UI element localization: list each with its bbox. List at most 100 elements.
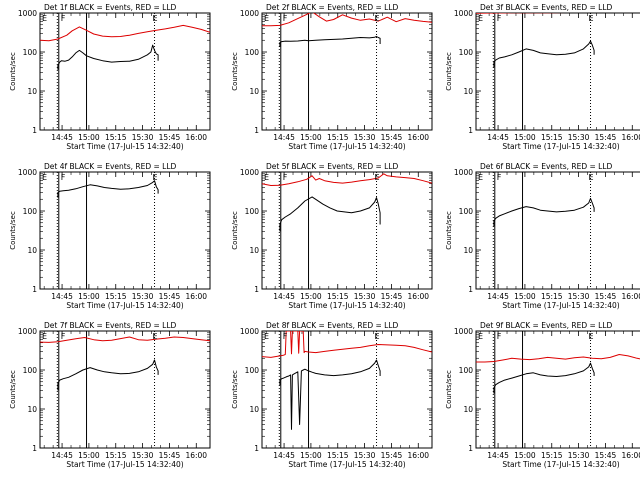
x-tick-label: 15:15	[105, 292, 127, 301]
panel-title: Det 8f BLACK = Events, RED = LLD	[266, 321, 399, 330]
x-tick-label: 15:45	[595, 292, 617, 301]
plot-frame	[39, 12, 211, 131]
y-tick-label: 100	[245, 207, 260, 216]
x-tick-label: 15:15	[541, 292, 563, 301]
x-tick-label: 15:00	[78, 133, 100, 142]
lld-series-line	[262, 331, 432, 358]
events-series-line	[279, 36, 381, 47]
y-tick-label: 1	[468, 285, 473, 294]
x-tick-label: 15:45	[595, 451, 617, 460]
detector-panel-7: Det 7f BLACK = Events, RED = LLD 1 10 100 10…	[9, 321, 211, 469]
x-tick-label: 14:45	[273, 292, 295, 301]
events-series-line	[493, 40, 595, 68]
x-tick-label: 15:00	[300, 451, 322, 460]
x-tick-label: 15:45	[381, 451, 403, 460]
detector-panel-1: Det 1f BLACK = Events, RED = LLD 1 10 100 10…	[9, 3, 211, 151]
y-tick-label: 1000	[18, 168, 37, 177]
y-tick-label: 1000	[240, 9, 259, 18]
y-tick-label: 10	[249, 405, 259, 414]
x-tick-label: 16:00	[407, 451, 429, 460]
detector-panel-2: Det 2f BLACK = Events, RED = LLD 1 10 100 10…	[231, 3, 433, 151]
x-axis-label: Start Time (17-Jul-15 14:32:40)	[502, 460, 619, 469]
y-tick-label: 1	[254, 285, 259, 294]
data-layer	[492, 172, 595, 289]
y-tick-label: 1	[32, 444, 37, 453]
y-tick-label: 100	[459, 48, 474, 57]
detector-panel-8: Det 8f BLACK = Events, RED = LLD 1 10 100 10…	[231, 321, 433, 469]
y-axis-label: Counts/sec	[445, 370, 453, 409]
x-tick-label: 16:00	[621, 292, 640, 301]
y-tick-label: 1	[32, 285, 37, 294]
marker-label-e-left: E	[264, 332, 269, 341]
y-tick-label: 10	[249, 87, 259, 96]
y-tick-label: 1	[254, 126, 259, 135]
x-axis-label: Start Time (17-Jul-15 14:32:40)	[288, 460, 405, 469]
x-tick-label: 15:45	[159, 133, 181, 142]
x-tick-label: 15:30	[132, 451, 154, 460]
plot-frame	[261, 171, 433, 290]
marker-label-e-left: E	[264, 14, 269, 23]
marker-label-e-left: E	[42, 14, 47, 23]
x-tick-label: 15:30	[354, 292, 376, 301]
y-tick-label: 100	[459, 366, 474, 375]
marker-label-e-left: E	[478, 332, 483, 341]
x-tick-label: 15:15	[327, 133, 349, 142]
y-axis-label: Counts/sec	[445, 211, 453, 250]
marker-label-f: F	[497, 173, 502, 182]
x-tick-label: 15:00	[300, 292, 322, 301]
panel-title: Det 9f BLACK = Events, RED = LLD	[480, 321, 613, 330]
y-tick-label: 10	[27, 405, 37, 414]
marker-label-e-left: E	[478, 173, 483, 182]
x-tick-label: 15:15	[541, 451, 563, 460]
marker-label-e: E	[375, 332, 380, 341]
marker-label-e-left: E	[42, 173, 47, 182]
panel-title: Det 1f BLACK = Events, RED = LLD	[44, 3, 177, 12]
x-tick-label: 15:30	[132, 292, 154, 301]
data-layer	[476, 331, 640, 448]
x-tick-label: 15:30	[568, 451, 590, 460]
marker-label-e: E	[375, 173, 380, 182]
x-tick-label: 15:30	[354, 133, 376, 142]
x-tick-label: 15:15	[327, 292, 349, 301]
x-tick-label: 15:00	[514, 133, 536, 142]
x-tick-label: 15:00	[78, 451, 100, 460]
y-tick-label: 1000	[454, 327, 473, 336]
marker-label-f: F	[61, 14, 66, 23]
x-tick-label: 16:00	[407, 133, 429, 142]
plot-frame	[475, 12, 640, 131]
x-tick-label: 14:45	[487, 292, 509, 301]
marker-label-f: F	[61, 332, 66, 341]
x-tick-label: 16:00	[185, 133, 207, 142]
y-tick-label: 1000	[18, 9, 37, 18]
data-layer	[40, 13, 210, 130]
marker-label-f: F	[497, 14, 502, 23]
x-tick-label: 15:45	[381, 133, 403, 142]
y-tick-label: 10	[463, 405, 473, 414]
x-tick-label: 15:00	[78, 292, 100, 301]
y-tick-label: 1	[468, 126, 473, 135]
events-series-line	[279, 196, 381, 232]
x-tick-label: 15:30	[568, 133, 590, 142]
x-axis-label: Start Time (17-Jul-15 14:32:40)	[66, 301, 183, 310]
events-series-line	[57, 359, 159, 391]
x-axis-label: Start Time (17-Jul-15 14:32:40)	[66, 142, 183, 151]
y-tick-label: 10	[463, 246, 473, 255]
marker-label-e: E	[375, 14, 380, 23]
y-axis-label: Counts/sec	[9, 52, 17, 91]
x-tick-label: 14:45	[273, 133, 295, 142]
x-tick-label: 15:00	[514, 292, 536, 301]
panel-title: Det 2f BLACK = Events, RED = LLD	[266, 3, 399, 12]
x-tick-label: 15:00	[300, 133, 322, 142]
x-tick-label: 15:30	[568, 292, 590, 301]
y-tick-label: 100	[245, 48, 260, 57]
y-tick-label: 100	[23, 366, 38, 375]
x-tick-label: 14:45	[51, 451, 73, 460]
marker-label-e: E	[589, 173, 594, 182]
detector-panel-6: Det 6f BLACK = Events, RED = LLD 1 10 100 10…	[445, 162, 640, 310]
detector-panel-3: Det 3f BLACK = Events, RED = LLD 1 10 100 10…	[445, 3, 640, 151]
panel-title: Det 5f BLACK = Events, RED = LLD	[266, 162, 399, 171]
y-tick-label: 10	[249, 246, 259, 255]
panel-title: Det 3f BLACK = Events, RED = LLD	[480, 3, 613, 12]
lld-series-line	[262, 13, 432, 27]
